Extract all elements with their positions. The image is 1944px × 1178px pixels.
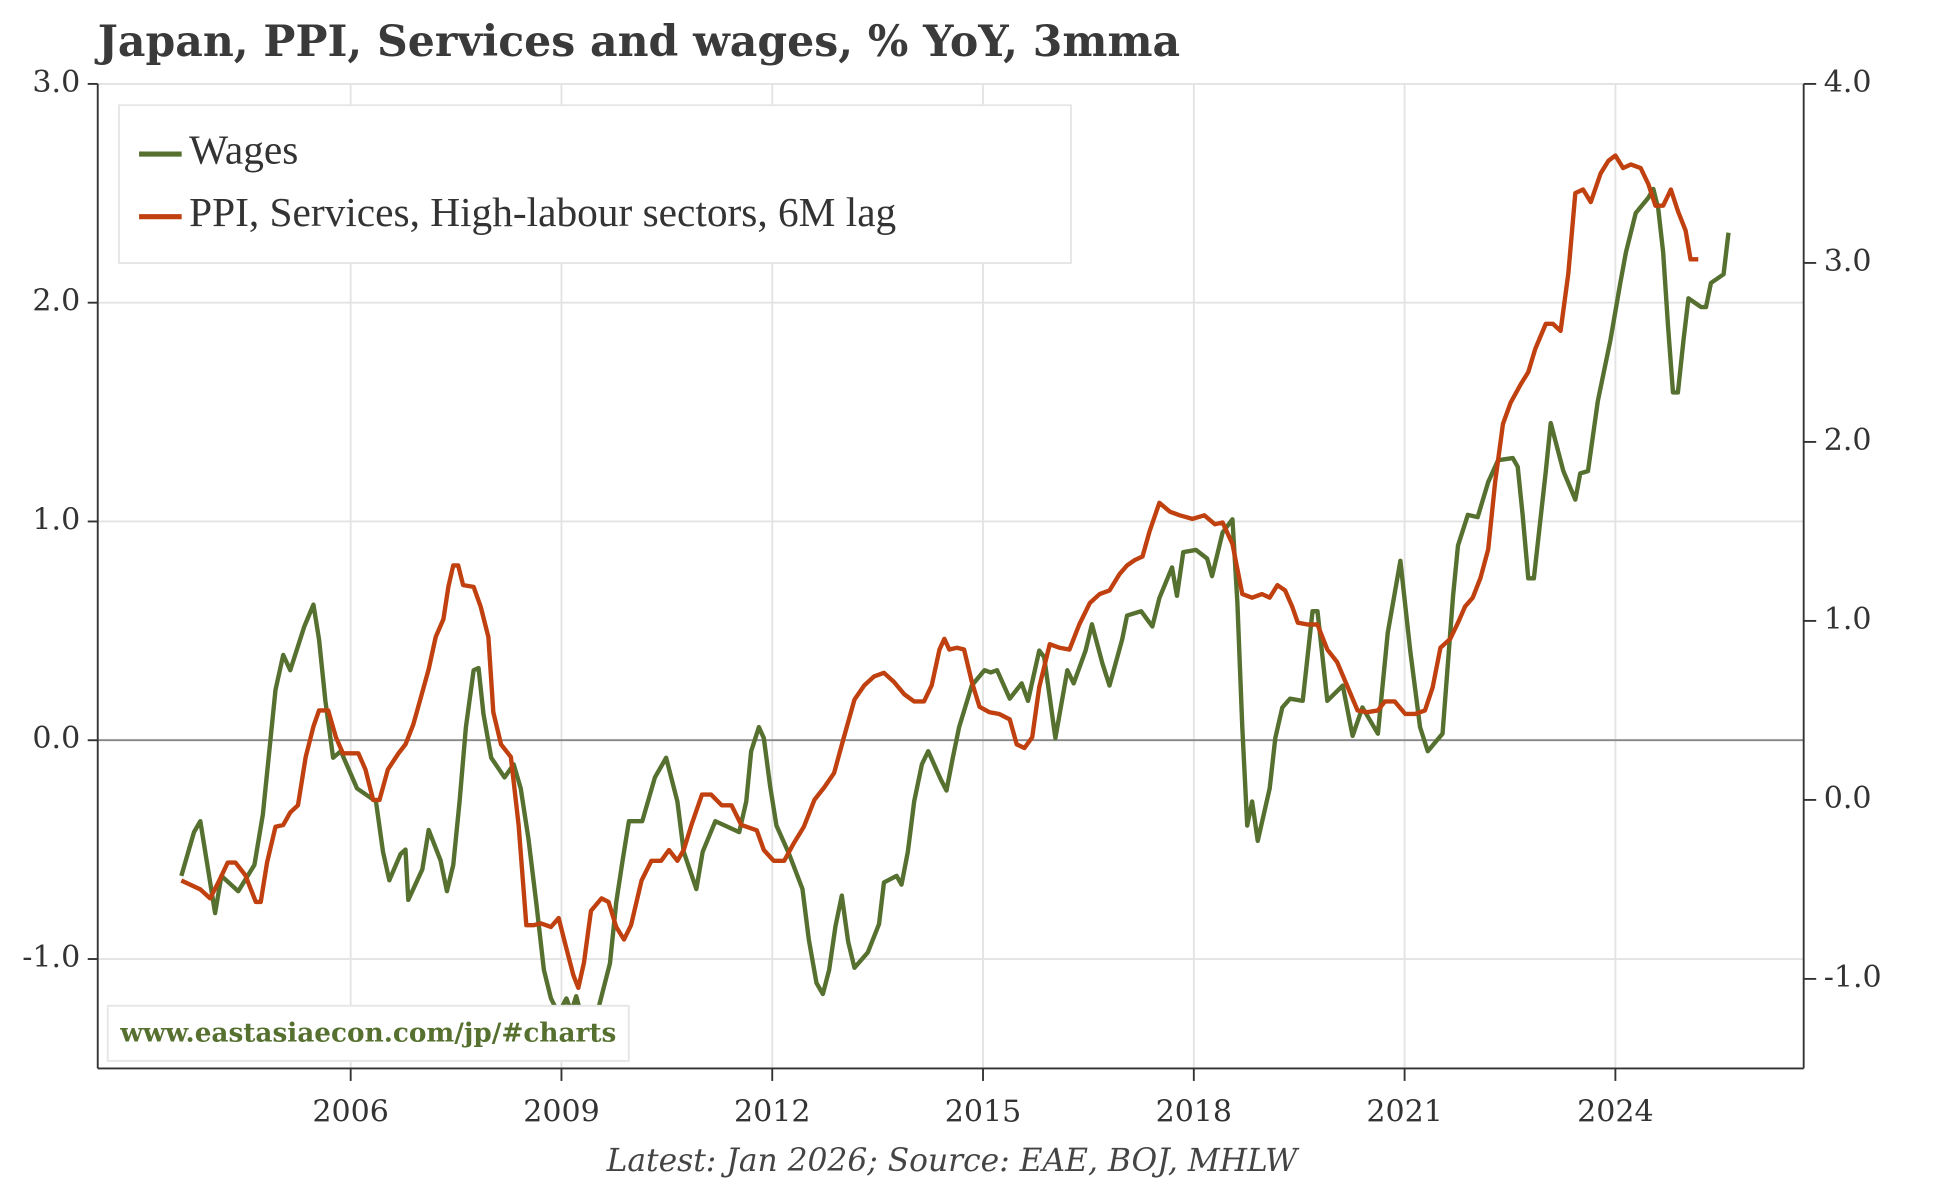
watermark-box — [106, 1004, 630, 1062]
y-tick-label: 1.0 — [32, 502, 80, 537]
watermark: www.eastasiaecon.com/jp/#charts — [106, 1004, 630, 1062]
x-tick-label: 2009 — [523, 1094, 599, 1129]
y2-tick-label: 4.0 — [1824, 65, 1872, 100]
x-tick-label: 2021 — [1366, 1094, 1442, 1129]
legend-label: PPI, Services, High-labour sectors, 6M l… — [189, 189, 896, 235]
y-tick-label: -1.0 — [22, 940, 80, 975]
legend-box — [118, 104, 1072, 264]
source-note: Latest: Jan 2026; Source: EAE, BOJ, MHLW — [606, 1143, 1301, 1178]
y2-tick-label: 2.0 — [1824, 423, 1872, 458]
watermark-text: www.eastasiaecon.com/jp/#charts — [119, 1018, 616, 1049]
y2-tick-label: 0.0 — [1824, 781, 1872, 816]
legend-label: Wages — [189, 127, 298, 173]
y2-tick-label: 1.0 — [1824, 602, 1872, 637]
y-tick-label: 2.0 — [32, 284, 80, 319]
y2-tick-label: 3.0 — [1824, 244, 1872, 279]
legend: Wages PPI, Services, High-labour sectors,… — [118, 104, 1072, 264]
x-tick-label: 2006 — [312, 1094, 388, 1129]
series-line — [179, 186, 1731, 1043]
x-tick-label: 2012 — [734, 1094, 810, 1129]
series-line — [180, 153, 1699, 991]
y-tick-label: 3.0 — [32, 65, 80, 100]
y-tick-label: 0.0 — [32, 721, 80, 756]
x-tick-label: 2018 — [1156, 1094, 1232, 1129]
x-tick-label: 2024 — [1577, 1094, 1653, 1129]
chart-title: Japan, PPI, Services and wages, % YoY, 3… — [94, 17, 1180, 67]
y2-tick-label: -1.0 — [1824, 960, 1882, 995]
x-tick-label: 2015 — [945, 1094, 1021, 1129]
